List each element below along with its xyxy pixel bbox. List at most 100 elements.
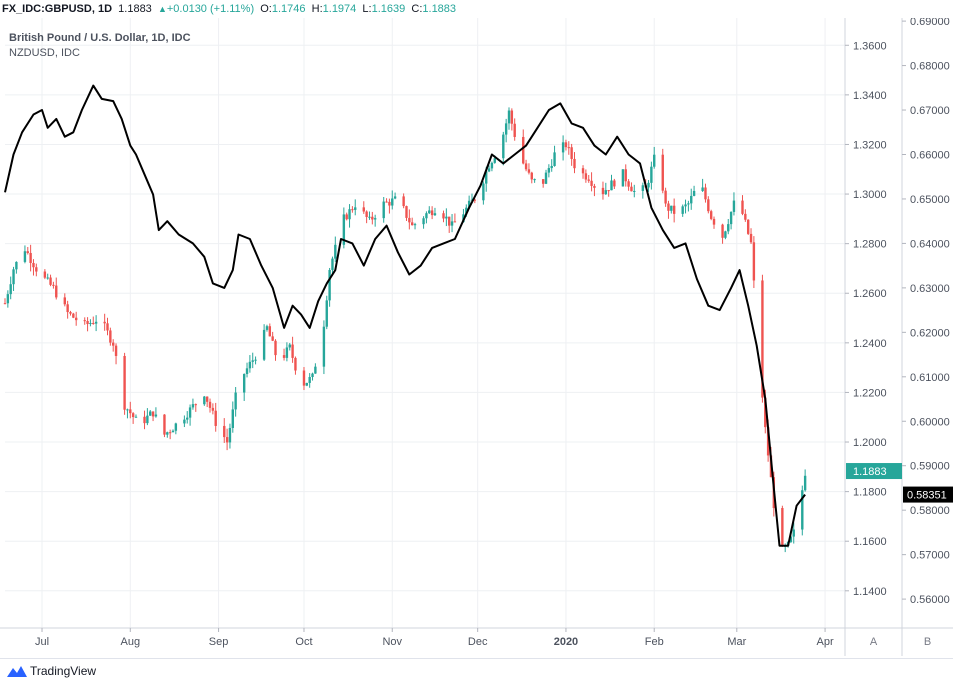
candle <box>749 228 753 244</box>
candle-body <box>530 172 533 180</box>
compare-series-title[interactable]: NZDUSD, IDC <box>9 47 80 59</box>
candle <box>667 200 670 219</box>
main-series-title[interactable]: British Pound / U.S. Dollar, 1D, IDC <box>9 32 191 44</box>
candle <box>690 188 693 210</box>
candle <box>112 339 115 352</box>
candle <box>391 190 394 210</box>
candle-body <box>242 374 246 393</box>
candle <box>502 131 505 166</box>
candle <box>146 408 149 426</box>
candle <box>294 356 297 375</box>
brand-name[interactable]: TradingView <box>30 664 97 678</box>
candle <box>354 199 357 216</box>
candle-body <box>49 277 52 285</box>
candle <box>55 277 58 300</box>
candle-body <box>482 183 485 201</box>
candle-body <box>254 359 257 361</box>
price-tick-label-a: 1.2800 <box>853 239 887 251</box>
candle <box>362 201 365 214</box>
candle-body <box>373 218 377 220</box>
footer: TradingView <box>0 658 953 682</box>
axis-b-button[interactable]: B <box>924 636 931 648</box>
candle-body <box>490 162 494 169</box>
candle-body <box>251 360 254 362</box>
grid-lines <box>5 18 845 628</box>
candle <box>52 281 55 289</box>
axis-a-button[interactable]: A <box>870 636 878 648</box>
tradingview-logo-icon[interactable] <box>6 663 28 679</box>
candle-body <box>607 190 610 192</box>
candle-body <box>348 209 351 220</box>
candle-body <box>647 182 650 188</box>
symbol-label[interactable]: FX_IDC:GBPUSD, 1D <box>2 3 113 15</box>
candle <box>174 422 178 435</box>
candle-body <box>163 414 166 435</box>
price-tick-label-b: 0.56000 <box>910 594 950 606</box>
candle <box>342 207 346 249</box>
candle-body <box>114 345 118 356</box>
candle-body <box>112 342 115 346</box>
candle-body <box>653 154 656 167</box>
candle-body <box>704 187 707 200</box>
candle <box>109 327 112 346</box>
candle-body <box>707 199 710 212</box>
candle <box>214 402 217 432</box>
price-chart[interactable]: 1.3600 1.3400 1.3200 1.3000 1.2800 1.2600 1.24… <box>0 18 953 658</box>
candle <box>83 317 86 325</box>
candle-body <box>66 304 69 313</box>
candle-body <box>667 203 670 211</box>
candle <box>274 339 277 361</box>
nzdusd-line <box>4 84 806 547</box>
candle <box>271 331 274 342</box>
candle <box>587 175 590 183</box>
candle <box>393 192 397 200</box>
candle <box>510 108 514 131</box>
candle <box>32 259 35 276</box>
candle <box>709 209 713 221</box>
candle <box>203 395 206 406</box>
candle <box>302 367 306 391</box>
candle-body <box>151 411 155 417</box>
candle-body <box>430 210 434 216</box>
date-tick-label: Mar <box>727 636 746 648</box>
candle <box>106 317 109 336</box>
candle-body <box>690 195 693 204</box>
candle <box>473 198 477 204</box>
candle <box>453 213 457 223</box>
candle-body <box>274 340 277 356</box>
candle <box>186 411 189 424</box>
candle <box>262 324 266 362</box>
candle <box>803 469 807 492</box>
candle-body <box>391 198 394 206</box>
candle <box>365 210 368 224</box>
price-tick-label-a: 1.3400 <box>853 90 887 102</box>
candle-body <box>46 277 49 279</box>
candle-body <box>191 404 195 408</box>
candle-body <box>149 411 152 416</box>
candle <box>547 164 551 178</box>
candle-body <box>342 214 346 245</box>
candle <box>442 210 445 223</box>
candle <box>744 209 747 222</box>
price-axis-a: 1.3600 1.3400 1.3200 1.3000 1.2800 1.2600 1.24… <box>845 40 887 598</box>
candle-body <box>593 185 596 188</box>
candle <box>35 263 38 277</box>
candle <box>288 342 291 351</box>
candle <box>601 181 605 200</box>
candle-body <box>746 219 750 234</box>
price-tick-label-b: 0.59000 <box>910 461 950 473</box>
candle-body <box>752 242 756 281</box>
date-tick-label: Apr <box>817 636 834 648</box>
candle <box>450 214 454 233</box>
candle <box>672 198 676 223</box>
candle <box>624 164 627 187</box>
candle-body <box>282 355 286 358</box>
candle-body <box>701 187 704 191</box>
candle <box>653 146 656 169</box>
price-tick-label-a: 1.2400 <box>853 338 887 350</box>
candle <box>721 223 724 244</box>
open-value: 1.1746 <box>271 3 306 15</box>
candle-body <box>465 207 468 215</box>
candle <box>661 148 664 194</box>
candle-body <box>544 172 548 184</box>
